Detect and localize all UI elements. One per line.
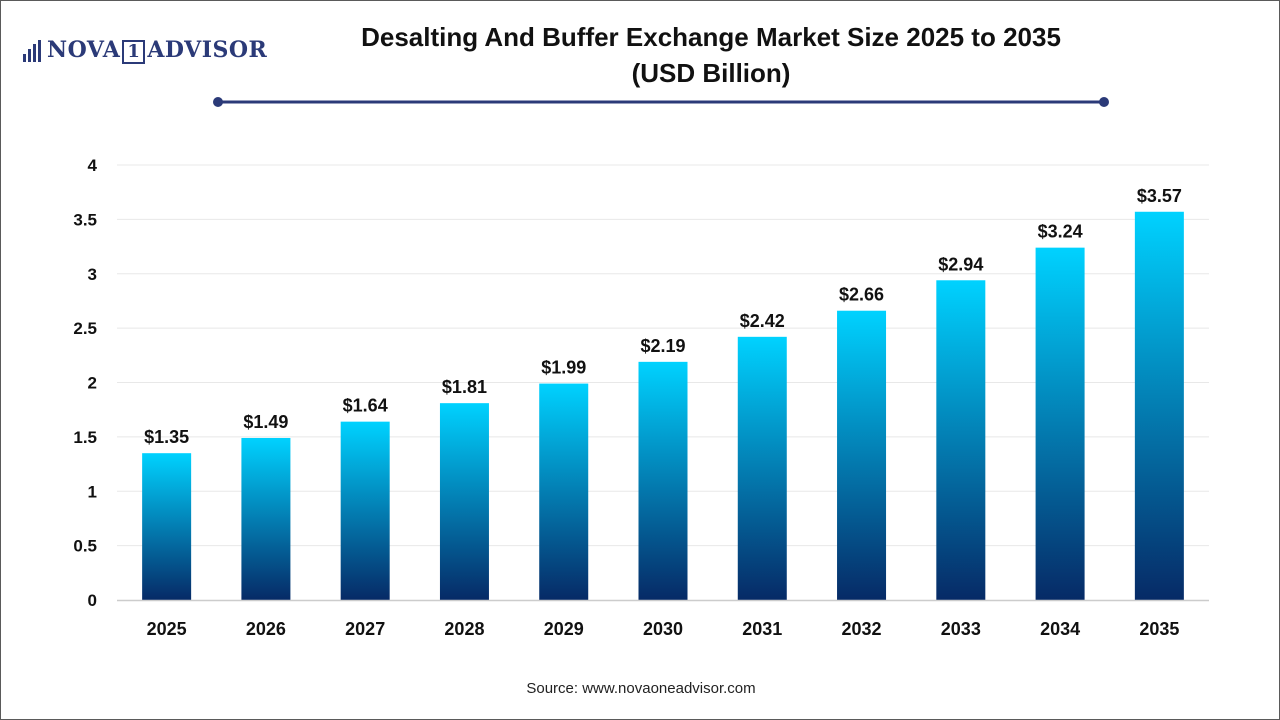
- x-tick-label-2025: 2025: [147, 619, 187, 639]
- logo-bars-icon: [23, 39, 41, 62]
- brand-name-right: ADVISOR: [147, 37, 268, 63]
- bar-2032: [837, 310, 887, 600]
- x-tick-label-2028: 2028: [444, 619, 484, 639]
- y-axis-ticks: 0 0.5 1 1.5 2 2.5 3 3.5 4: [73, 156, 97, 610]
- x-tick-label-2032: 2032: [842, 619, 882, 639]
- data-label-2035: $3.57: [1137, 186, 1182, 206]
- x-tick-label-2027: 2027: [345, 619, 385, 639]
- x-tick-label-2035: 2035: [1139, 619, 1179, 639]
- y-tick-label: 1.5: [73, 428, 97, 447]
- data-labels: $1.35 $1.49 $1.64 $1.81 $1.99 $2.19 $2.42 $2.66…: [144, 186, 1182, 447]
- y-tick-label: 2.5: [73, 319, 97, 338]
- data-label-2028: $1.81: [442, 377, 487, 397]
- bar-chart: 00.511.522.533.54 $1.35$1.49$1.64$1.81$1…: [73, 156, 1209, 639]
- y-tick-label: 0.5: [73, 537, 97, 556]
- y-tick-label: 4: [88, 156, 98, 175]
- data-label-2034: $3.24: [1038, 222, 1083, 242]
- y-tick-label: 3: [88, 265, 97, 284]
- brand-name-mark: 1: [122, 40, 146, 64]
- bar-2034: [1035, 247, 1085, 600]
- bar-2027: [340, 421, 390, 600]
- x-axis-ticks: 2025 2026 2027 2028 2029 2030 2031 2032 2033 2034…: [147, 619, 1180, 639]
- bar-2026: [241, 437, 291, 600]
- chart-title-block: Desalting And Buffer Exchange Market Siz…: [301, 19, 1121, 91]
- chart-subtitle: (USD Billion): [631, 58, 791, 88]
- y-tick-label: 3.5: [73, 210, 97, 229]
- bar-2031: [737, 336, 787, 600]
- x-tick-label-2030: 2030: [643, 619, 683, 639]
- data-label-2030: $2.19: [640, 336, 685, 356]
- data-label-2027: $1.64: [343, 396, 388, 416]
- x-tick-label-2031: 2031: [742, 619, 782, 639]
- x-tick-label-2026: 2026: [246, 619, 286, 639]
- data-label-2025: $1.35: [144, 427, 189, 447]
- bar-2029: [539, 383, 589, 600]
- bar-2035: [1134, 211, 1184, 600]
- x-tick-label-2033: 2033: [941, 619, 981, 639]
- bar-2025: [142, 453, 192, 600]
- bar-2030: [638, 361, 688, 600]
- y-tick-label: 1: [88, 482, 97, 501]
- data-label-2029: $1.99: [541, 358, 586, 378]
- data-label-2026: $1.49: [243, 412, 288, 432]
- bars: [142, 211, 1184, 600]
- brand-name-left: NOVA: [47, 37, 121, 63]
- bar-2033: [936, 280, 986, 600]
- x-tick-label-2029: 2029: [544, 619, 584, 639]
- bar-2028: [439, 403, 489, 600]
- x-tick-label-2034: 2034: [1040, 619, 1080, 639]
- source-note: Source: www.novaoneadvisor.com: [526, 680, 756, 697]
- chart-title: Desalting And Buffer Exchange Market Siz…: [361, 22, 1061, 52]
- y-tick-label: 2: [88, 374, 97, 393]
- brand-logo: NOVA 1 ADVISOR: [23, 37, 267, 64]
- data-label-2032: $2.66: [839, 285, 884, 305]
- y-tick-label: 0: [88, 591, 97, 610]
- brand-name: NOVA 1 ADVISOR: [47, 37, 267, 64]
- data-label-2031: $2.42: [740, 311, 785, 331]
- data-label-2033: $2.94: [938, 254, 983, 274]
- title-divider: [213, 97, 1109, 107]
